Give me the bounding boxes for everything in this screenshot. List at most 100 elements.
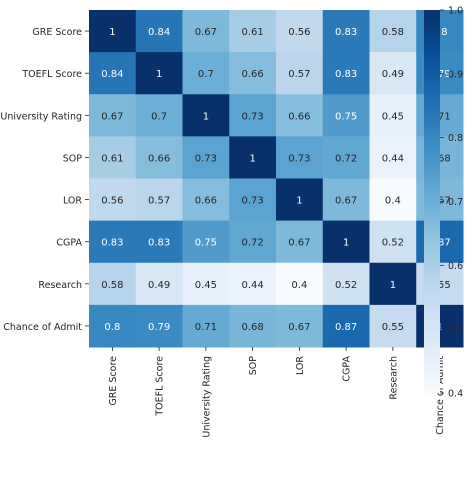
cell-value-7-3: 0.68 xyxy=(241,322,263,333)
heatmap-cell-6-0 xyxy=(89,262,137,306)
heatmap-cell-5-1 xyxy=(135,220,183,264)
heatmap-cell-6-3 xyxy=(229,262,277,306)
row-labels: GRE Score TOEFL Score University Rating SOP… xyxy=(0,27,89,333)
cell-value-4-0: 0.56 xyxy=(101,196,123,207)
cell-value-5-4: 0.67 xyxy=(288,238,310,249)
cell-value-6-4: 0.4 xyxy=(291,280,307,291)
cell-value-5-5: 1 xyxy=(343,238,349,249)
heatmap-cell-3-6 xyxy=(369,136,417,179)
heatmap-cell-6-5 xyxy=(322,262,370,306)
heatmap-cell-1-4 xyxy=(276,52,324,95)
heatmap-cell-2-5 xyxy=(322,94,370,137)
cell-value-0-4: 0.56 xyxy=(288,27,310,38)
heatmap-cell-1-2 xyxy=(182,52,230,95)
heatmap-cell-7-4 xyxy=(276,304,324,348)
heatmap-cell-5-2 xyxy=(182,220,230,264)
cell-value-7-1: 0.79 xyxy=(148,322,170,333)
cell-value-2-0: 0.67 xyxy=(101,111,123,122)
colorbar-tick-label: 0.7 xyxy=(448,197,463,208)
heatmap-cell-4-0 xyxy=(89,178,137,222)
cell-value-3-5: 0.72 xyxy=(335,153,357,164)
cell-value-2-5: 0.75 xyxy=(335,111,357,122)
cell-value-0-5: 0.83 xyxy=(335,27,357,38)
column-label: GRE Score xyxy=(108,356,119,406)
column-labels: GRE Score TOEFL Score University Rating SOP… xyxy=(108,347,446,438)
cell-value-2-1: 0.7 xyxy=(151,111,167,122)
heatmap-cell-1-5 xyxy=(322,52,370,95)
colorbar-tick-label: 0.5 xyxy=(448,325,463,336)
column-label: CGPA xyxy=(342,356,353,382)
heatmap-cell-4-4 xyxy=(276,178,324,222)
heatmap-cell-1-0 xyxy=(89,52,137,95)
heatmap-cell-0-2 xyxy=(182,10,230,53)
cell-value-3-0: 0.61 xyxy=(101,153,123,164)
cell-value-4-1: 0.57 xyxy=(148,196,170,207)
heatmap-cell-0-3 xyxy=(229,10,277,53)
heatmap-cell-2-1 xyxy=(135,94,183,137)
heatmap-cell-2-0 xyxy=(89,94,137,137)
row-label: Chance of Admit xyxy=(3,322,82,333)
colorbar-tick-label: 0.6 xyxy=(448,261,463,272)
heatmap-cell-1-6 xyxy=(369,52,417,95)
heatmap-cell-7-5 xyxy=(322,304,370,348)
cell-value-0-2: 0.67 xyxy=(195,27,217,38)
heatmap-cell-5-4 xyxy=(276,220,324,264)
cell-value-5-3: 0.72 xyxy=(241,238,263,249)
cell-value-6-3: 0.44 xyxy=(241,280,263,291)
cell-value-7-0: 0.8 xyxy=(104,322,120,333)
cell-value-4-3: 0.73 xyxy=(241,196,263,207)
cell-value-5-6: 0.52 xyxy=(382,238,404,249)
cell-value-7-5: 0.87 xyxy=(335,322,357,333)
cell-value-7-4: 0.67 xyxy=(288,322,310,333)
cell-value-0-6: 0.58 xyxy=(382,27,404,38)
heatmap-cell-7-3 xyxy=(229,304,277,348)
heatmap-cell-0-1 xyxy=(135,10,183,53)
heatmap-cell-3-0 xyxy=(89,136,137,179)
cell-value-5-0: 0.83 xyxy=(101,238,123,249)
heatmap-cell-2-4 xyxy=(276,94,324,137)
cell-value-7-6: 0.55 xyxy=(382,322,404,333)
heatmap-cell-4-5 xyxy=(322,178,370,222)
heatmap-cell-3-1 xyxy=(135,136,183,179)
cell-value-4-2: 0.66 xyxy=(195,196,217,207)
row-label: University Rating xyxy=(0,111,82,122)
cell-value-6-0: 0.58 xyxy=(101,280,123,291)
cell-value-4-5: 0.67 xyxy=(335,196,357,207)
colorbar-tick-label: 1.0 xyxy=(448,6,463,17)
heatmap-cell-6-1 xyxy=(135,262,183,306)
heatmap-cell-3-5 xyxy=(322,136,370,179)
heatmap-cell-0-0 xyxy=(89,10,137,53)
row-label: TOEFL Score xyxy=(21,69,82,80)
cell-value-1-1: 1 xyxy=(156,69,162,80)
column-label: University Rating xyxy=(201,356,212,438)
cell-value-3-1: 0.66 xyxy=(148,153,170,164)
heatmap-cell-2-2 xyxy=(182,94,230,137)
heatmap-cell-4-2 xyxy=(182,178,230,222)
cell-value-0-0: 1 xyxy=(109,27,115,38)
cell-value-6-1: 0.49 xyxy=(148,280,170,291)
heatmap-cell-3-4 xyxy=(276,136,324,179)
cell-value-5-1: 0.83 xyxy=(148,238,170,249)
colorbar: 0.4 0.5 0.6 0.7 0.8 0.9 1.0 xyxy=(424,6,463,400)
column-label: Research xyxy=(388,356,399,400)
column-label: TOEFL Score xyxy=(155,356,166,417)
cell-value-3-6: 0.44 xyxy=(382,153,404,164)
heatmap-cell-7-0 xyxy=(89,304,137,348)
cell-value-5-2: 0.75 xyxy=(195,238,217,249)
column-label: SOP xyxy=(248,356,259,376)
cell-value-1-6: 0.49 xyxy=(382,69,404,80)
heatmap-cell-6-2 xyxy=(182,262,230,306)
cell-value-6-2: 0.45 xyxy=(195,280,217,291)
heatmap-cells xyxy=(89,10,464,348)
cell-value-3-3: 1 xyxy=(249,153,255,164)
cell-value-2-6: 0.45 xyxy=(382,111,404,122)
cell-value-6-5: 0.52 xyxy=(335,280,357,291)
heatmap-cell-0-4 xyxy=(276,10,324,53)
heatmap-cell-7-2 xyxy=(182,304,230,348)
heatmap-cell-7-6 xyxy=(369,304,417,348)
heatmap-cell-4-3 xyxy=(229,178,277,222)
cell-value-4-6: 0.4 xyxy=(385,196,401,207)
cell-value-4-4: 1 xyxy=(296,196,302,207)
cell-value-2-2: 1 xyxy=(203,111,209,122)
